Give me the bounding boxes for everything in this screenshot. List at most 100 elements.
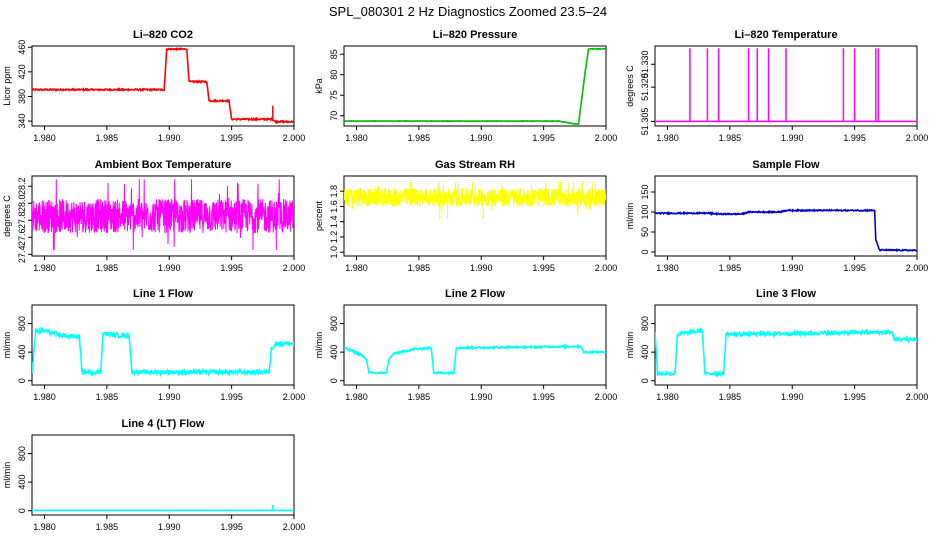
y-tick-label: 70	[329, 111, 339, 121]
x-tick-label: 1.990	[781, 263, 804, 273]
plot-frame	[343, 45, 607, 127]
y-tick-label: 400	[17, 345, 27, 360]
x-tick-label: 1.980	[656, 133, 679, 143]
y-tick-label: 400	[329, 345, 339, 360]
y-tick-label: 27.8	[17, 211, 27, 229]
x-tick-label: 2.000	[595, 133, 618, 143]
x-tick-label: 1.995	[843, 133, 866, 143]
y-axis-label: percent	[314, 200, 324, 231]
x-tick-label: 1.995	[220, 522, 243, 532]
y-tick-label: 800	[17, 446, 27, 461]
x-tick-label: 1.990	[470, 263, 493, 273]
x-tick-label: 1.990	[158, 133, 181, 143]
series-line-pressure	[344, 47, 606, 125]
x-tick-label: 2.000	[906, 392, 929, 402]
y-tick-label: 28.0	[17, 194, 27, 212]
x-tick-label: 1.995	[220, 263, 243, 273]
x-tick-label: 2.000	[595, 263, 618, 273]
data-layer	[32, 505, 294, 512]
y-tick-label: 380	[17, 89, 27, 104]
panel-5: Gas Stream RH 1.980 1.985 1.990 1.995 2.000 1.…	[314, 159, 617, 273]
panel-title: Sample Flow	[752, 159, 820, 171]
y-tick-label: 75	[329, 90, 339, 100]
x-tick-label: 2.000	[283, 133, 306, 143]
y-tick-label: 0	[640, 249, 650, 254]
x-tick-label: 2.000	[906, 133, 929, 143]
x-tick-label: 1.985	[96, 522, 119, 532]
plot-frame	[31, 434, 295, 516]
x-tick-label: 1.990	[158, 263, 181, 273]
x-tick-label: 1.980	[345, 133, 368, 143]
x-tick-label: 2.000	[595, 392, 618, 402]
y-tick-label: 800	[329, 316, 339, 331]
y-tick-label: 0	[17, 378, 27, 383]
y-tick-label: 0	[17, 508, 27, 513]
x-tick-label: 1.980	[33, 263, 56, 273]
panel-title: Li–820 Temperature	[734, 29, 837, 41]
x-tick-label: 1.985	[96, 133, 119, 143]
x-tick-label: 1.985	[719, 392, 742, 402]
x-tick-label: 1.980	[656, 392, 679, 402]
y-axis-label: kPa	[314, 78, 324, 94]
figure-title: SPL_080301 2 Hz Diagnostics Zoomed 23.5–…	[328, 4, 608, 19]
x-tick-label: 1.990	[470, 392, 493, 402]
x-tick-label: 1.990	[781, 133, 804, 143]
y-tick-label: 800	[17, 316, 27, 331]
panel-title: Line 3 Flow	[756, 288, 816, 300]
data-layer	[32, 47, 294, 125]
panel-title: Li–820 Pressure	[433, 29, 517, 41]
y-tick-label: 51.305	[640, 108, 650, 136]
y-tick-label: 150	[640, 184, 650, 199]
plot-frame	[343, 175, 607, 257]
panel-8: Line 2 Flow 1.980 1.985 1.990 1.995 2.000 0 400…	[314, 288, 617, 402]
y-tick-label: 400	[17, 475, 27, 490]
y-axis-label: degrees C	[2, 195, 12, 237]
plot-frame	[343, 304, 607, 386]
x-tick-label: 1.990	[781, 392, 804, 402]
x-tick-label: 1.985	[96, 392, 119, 402]
x-tick-label: 1.995	[843, 392, 866, 402]
x-tick-label: 1.995	[220, 133, 243, 143]
x-tick-label: 1.990	[470, 133, 493, 143]
series-line-line-3	[655, 326, 917, 378]
series-line-box-temp	[32, 179, 294, 251]
panel-6: Sample Flow 1.980 1.985 1.990 1.995 2.000 0 50 1…	[625, 159, 928, 273]
y-axis-label: degrees C	[625, 65, 635, 107]
series-line-rh	[344, 182, 606, 220]
plot-frame	[654, 45, 918, 127]
y-tick-label: 460	[17, 40, 27, 55]
y-tick-label: 1.0	[329, 246, 339, 259]
x-tick-label: 1.985	[408, 392, 431, 402]
y-tick-label: 1.2	[329, 231, 339, 244]
x-tick-label: 1.990	[158, 392, 181, 402]
y-tick-label: 340	[17, 114, 27, 129]
x-tick-label: 1.980	[345, 392, 368, 402]
data-layer	[655, 326, 917, 378]
panel-title: Gas Stream RH	[435, 159, 515, 171]
y-tick-label: 1.8	[329, 185, 339, 198]
x-tick-label: 1.990	[158, 522, 181, 532]
panel-3: Li–820 Temperature 1.980 1.985 1.990 1.995 2.…	[625, 29, 928, 143]
x-tick-label: 1.980	[33, 392, 56, 402]
series-line-line-2	[344, 343, 606, 376]
plot-frame	[31, 45, 295, 127]
x-tick-label: 2.000	[283, 392, 306, 402]
y-axis-label: Licor ppm	[2, 66, 12, 106]
plot-frame	[654, 304, 918, 386]
y-tick-label: 27.6	[17, 229, 27, 247]
y-tick-label: 400	[640, 345, 650, 360]
panel-9: Line 3 Flow 1.980 1.985 1.990 1.995 2.000 0 400…	[625, 288, 928, 402]
x-tick-label: 2.000	[283, 263, 306, 273]
y-axis-label: ml/min	[625, 332, 635, 359]
x-tick-label: 1.995	[843, 263, 866, 273]
data-layer	[344, 343, 606, 376]
x-tick-label: 1.980	[33, 133, 56, 143]
series-line-line-1	[32, 326, 294, 378]
x-tick-label: 1.985	[719, 263, 742, 273]
data-layer	[344, 47, 606, 125]
x-tick-label: 1.995	[532, 133, 555, 143]
panel-4: Ambient Box Temperature 1.980 1.985 1.990 1.…	[2, 159, 305, 273]
panel-1: Li–820 CO2 1.980 1.985 1.990 1.995 2.000 340 38…	[2, 29, 305, 143]
plot-frame	[654, 175, 918, 257]
